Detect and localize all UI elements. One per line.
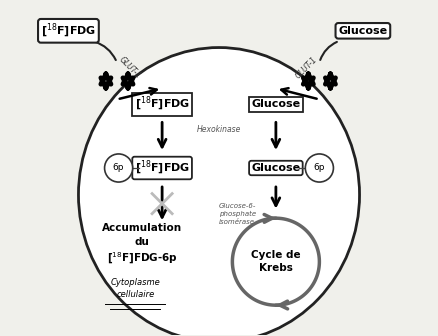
Text: Glucose: Glucose <box>251 163 300 173</box>
Text: Cytoplasme
cellulaire: Cytoplasme cellulaire <box>110 279 160 298</box>
Text: [$^{18}$F]FDG: [$^{18}$F]FDG <box>134 95 190 114</box>
Text: Glucose: Glucose <box>251 99 300 110</box>
Text: 6p: 6p <box>113 164 124 172</box>
Ellipse shape <box>78 47 360 336</box>
Text: GLUT-1: GLUT-1 <box>118 55 143 80</box>
Text: Cycle de
Krebs: Cycle de Krebs <box>251 250 301 273</box>
Text: Glucose: Glucose <box>338 26 388 36</box>
Text: [$^{18}$F]FDG: [$^{18}$F]FDG <box>134 159 190 177</box>
Circle shape <box>105 154 133 182</box>
Text: [$^{18}$F]FDG: [$^{18}$F]FDG <box>41 22 96 40</box>
Circle shape <box>305 154 333 182</box>
Text: GLUT-1: GLUT-1 <box>293 55 319 80</box>
Text: 6p: 6p <box>314 164 325 172</box>
Text: Glucose-6-
phosphate
isomérase: Glucose-6- phosphate isomérase <box>219 203 256 225</box>
Text: Hexokinase: Hexokinase <box>197 125 241 134</box>
Text: Accumulation
du
[$^{18}$F]FDG-6p: Accumulation du [$^{18}$F]FDG-6p <box>102 223 182 266</box>
